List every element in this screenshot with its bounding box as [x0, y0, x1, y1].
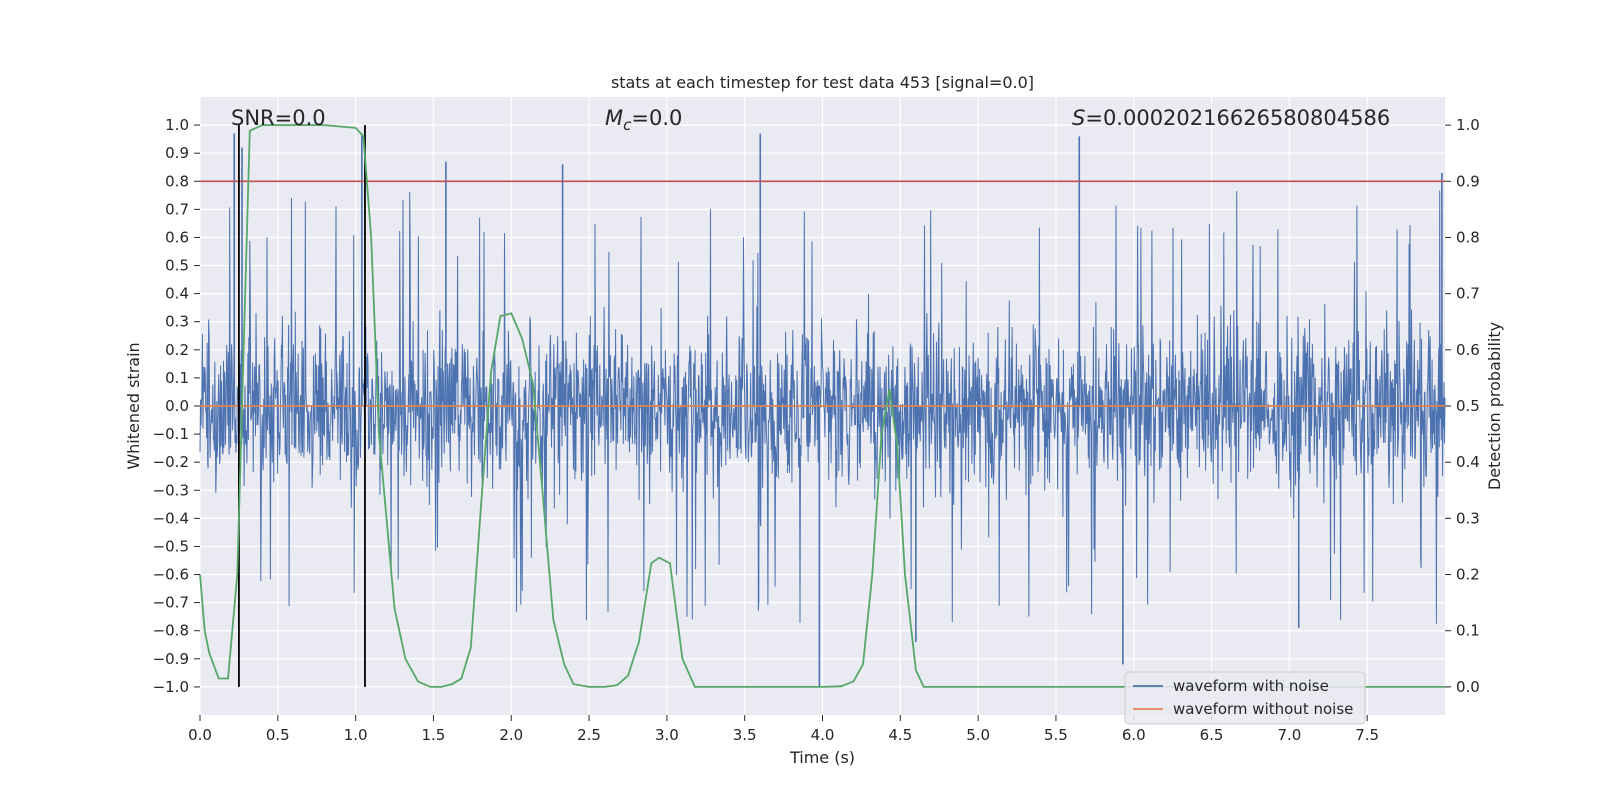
- legend: waveform with noise waveform without nois…: [1124, 671, 1366, 725]
- y-tick-label: 0.4: [165, 285, 189, 303]
- y2-axis-label: Detection probability: [1485, 322, 1504, 490]
- s-value: =0.00020216626580804586: [1085, 106, 1390, 130]
- x-axis-label: Time (s): [789, 748, 855, 767]
- legend-entry: waveform with noise: [1173, 677, 1329, 695]
- y2-tick-label: 0.4: [1456, 453, 1480, 471]
- x-tick-label: 1.0: [344, 726, 368, 744]
- mc-value: =0.0: [631, 106, 682, 130]
- y2-tick-label: 0.1: [1456, 622, 1480, 640]
- mc-subscript: c: [623, 116, 632, 134]
- s-symbol: S: [1072, 106, 1085, 130]
- mc-annotation: Mc=0.0: [605, 106, 682, 134]
- x-tick-label: 7.5: [1355, 726, 1379, 744]
- x-tick-label: 5.0: [966, 726, 990, 744]
- chart-title: stats at each timestep for test data 453…: [611, 73, 1034, 92]
- x-tick-label: 4.0: [811, 726, 835, 744]
- y-tick-label: −0.9: [153, 650, 189, 668]
- y-axis-label: Whitened strain: [124, 342, 143, 469]
- y2-tick-label: 0.2: [1456, 566, 1480, 584]
- x-tick-label: 3.5: [733, 726, 757, 744]
- y-tick-label: −0.1: [153, 425, 189, 443]
- x-tick-label: 6.0: [1122, 726, 1146, 744]
- y2-tick-label: 0.0: [1456, 678, 1480, 696]
- y2-tick-label: 0.6: [1456, 341, 1480, 359]
- y-tick-label: −0.3: [153, 481, 189, 499]
- x-tick-label: 4.5: [888, 726, 912, 744]
- y-tick-label: 0.5: [165, 257, 189, 275]
- legend-entry: waveform without noise: [1173, 700, 1353, 718]
- s-annotation: S=0.00020216626580804586: [1072, 106, 1390, 130]
- y2-tick-label: 0.9: [1456, 172, 1480, 190]
- noise-waveform-line: [199, 190, 1446, 624]
- x-tick-label: 2.0: [499, 726, 523, 744]
- y2-tick-label: 0.5: [1456, 397, 1480, 415]
- y2-tick-label: 1.0: [1456, 116, 1480, 134]
- y-tick-label: 0.2: [165, 341, 189, 359]
- legend-box: [1124, 671, 1366, 725]
- plot-content: [199, 124, 1446, 688]
- y-tick-label: −0.2: [153, 453, 189, 471]
- x-tick-label: 7.0: [1277, 726, 1301, 744]
- axes: 0.0 0.5 1.0 1.5 2.0 2.5 3.0 3.5 4.0 4.5 5.0 5.5 6.0 6…: [153, 116, 1480, 744]
- x-tick-label: 6.5: [1200, 726, 1224, 744]
- y2-tick-label: 0.8: [1456, 228, 1480, 246]
- y-tick-label: 1.0: [165, 116, 189, 134]
- detection-probability-line: [199, 124, 1445, 688]
- x-tick-label: 5.5: [1044, 726, 1068, 744]
- snr-annotation: SNR=0.0: [231, 106, 326, 130]
- y-tick-label: 0.3: [165, 313, 189, 331]
- y-tick-label: −0.6: [153, 566, 189, 584]
- y2-tick-label: 0.7: [1456, 285, 1480, 303]
- y-tick-label: −0.5: [153, 537, 189, 555]
- y2-tick-label: 0.3: [1456, 509, 1480, 527]
- y-tick-label: −0.8: [153, 622, 189, 640]
- y-tick-label: 0.9: [165, 144, 189, 162]
- mc-symbol: M: [605, 106, 623, 130]
- y-tick-label: −0.4: [153, 509, 189, 527]
- y-tick-label: 0.1: [165, 369, 189, 387]
- y-tick-label: 0.8: [165, 172, 189, 190]
- y-tick-label: −1.0: [153, 678, 189, 696]
- y-tick-label: 0.0: [165, 397, 189, 415]
- x-tick-label: 3.0: [655, 726, 679, 744]
- y-tick-label: 0.7: [165, 200, 189, 218]
- x-tick-label: 2.5: [577, 726, 601, 744]
- y-tick-label: 0.6: [165, 228, 189, 246]
- x-tick-label: 0.0: [188, 726, 212, 744]
- x-tick-label: 1.5: [422, 726, 446, 744]
- x-tick-label: 0.5: [266, 726, 290, 744]
- y-tick-label: −0.7: [153, 594, 189, 612]
